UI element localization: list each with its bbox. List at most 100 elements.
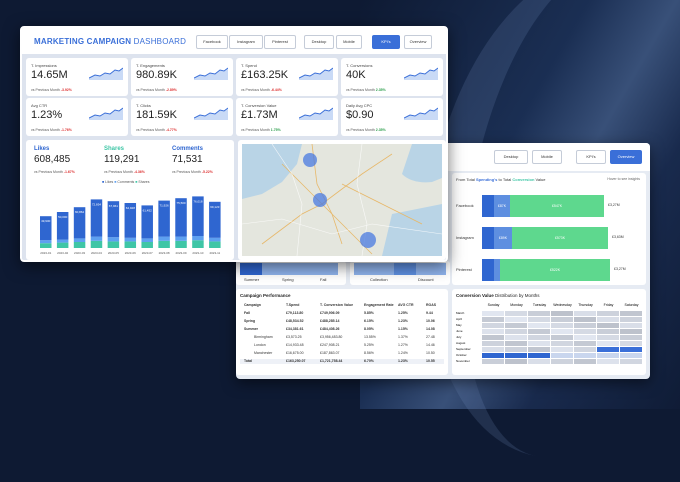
bar-likes[interactable] [192, 196, 204, 236]
heatmap-cell[interactable] [620, 329, 642, 334]
instagram-filter-button[interactable]: Instagram [229, 35, 263, 49]
bar-shares[interactable] [124, 241, 137, 248]
bar-comments[interactable] [209, 237, 221, 242]
heatmap-cell[interactable] [505, 311, 527, 316]
mobile-filter-button[interactable]: Mobile [336, 35, 362, 49]
table-row[interactable]: Fall £79,113.80 £749,906.09 5.85% 1.25% 9.44 [240, 311, 444, 316]
bar-comments[interactable] [40, 240, 52, 244]
heatmap-cell[interactable] [482, 311, 504, 316]
heatmap-cell[interactable] [597, 311, 619, 316]
heatmap-cell[interactable] [597, 329, 619, 334]
bar-comments[interactable] [192, 236, 204, 241]
heatmap-cell[interactable] [528, 359, 550, 364]
heatmap-cell[interactable] [528, 317, 550, 322]
heatmap-cell[interactable] [551, 347, 573, 352]
map-bubble-birmingham[interactable] [313, 193, 327, 207]
heatmap-cell[interactable] [505, 359, 527, 364]
table-row[interactable]: Spring £48,534.52 £488,285.14 6.15% 1.23% 10.… [240, 319, 444, 324]
bar-comments[interactable] [73, 238, 86, 242]
bar-shares[interactable] [73, 242, 86, 248]
bar-comments[interactable] [56, 239, 69, 243]
heatmap-cell[interactable] [528, 335, 550, 340]
back-kpis-button[interactable]: KPI's [576, 150, 606, 164]
back-overview-button[interactable]: Overview [610, 150, 642, 164]
back-desktop-button[interactable]: Desktop [494, 150, 528, 164]
heatmap-cell[interactable] [574, 359, 596, 364]
heatmap-cell[interactable] [505, 335, 527, 340]
heatmap-cell[interactable] [620, 323, 642, 328]
heatmap-cell[interactable] [551, 353, 573, 358]
heatmap-cell[interactable] [528, 353, 550, 358]
heatmap-cell[interactable] [597, 347, 619, 352]
table-row[interactable]: Summer £34,381.61 £484,408.26 8.05% 1.15% 14.… [240, 327, 444, 332]
heatmap-cell[interactable] [505, 317, 527, 322]
heatmap-cell[interactable] [574, 323, 596, 328]
bar-likes[interactable] [209, 201, 221, 238]
heatmap-cell[interactable] [597, 323, 619, 328]
bar-likes[interactable] [141, 205, 153, 239]
heatmap-cell[interactable] [574, 317, 596, 322]
back-mobile-button[interactable]: Mobile [532, 150, 562, 164]
kpis-button[interactable]: KPI's [372, 35, 400, 49]
heatmap-cell[interactable] [505, 347, 527, 352]
table-row[interactable]: Total £163,250.07 £1,721,758.44 6.70% 1.23% 1… [240, 359, 444, 364]
heatmap-cell[interactable] [574, 329, 596, 334]
heatmap-cell[interactable] [620, 311, 642, 316]
bar-likes[interactable] [107, 201, 120, 238]
heatmap-cell[interactable] [482, 323, 504, 328]
heatmap-cell[interactable] [528, 329, 550, 334]
heatmap-cell[interactable] [528, 341, 550, 346]
bar-shares[interactable] [158, 240, 170, 248]
table-row[interactable]: London £14,933.48 £247,908.21 5.25% 1.27% 14.… [240, 343, 444, 348]
desktop-filter-button[interactable]: Desktop [304, 35, 334, 49]
heatmap-cell[interactable] [597, 341, 619, 346]
heatmap-cell[interactable] [551, 311, 573, 316]
heatmap-cell[interactable] [482, 353, 504, 358]
heatmap-cell[interactable] [620, 353, 642, 358]
bar-likes[interactable] [40, 216, 52, 241]
heatmap-cell[interactable] [528, 311, 550, 316]
spend-row[interactable]: Pinterest £522K £3,27M [452, 259, 646, 281]
heatmap-cell[interactable] [528, 347, 550, 352]
heatmap-cell[interactable] [574, 353, 596, 358]
bar-likes[interactable] [90, 199, 103, 237]
heatmap-cell[interactable] [551, 329, 573, 334]
heatmap-cell[interactable] [597, 335, 619, 340]
heatmap-cell[interactable] [620, 347, 642, 352]
facebook-filter-button[interactable]: Facebook [196, 35, 228, 49]
heatmap-cell[interactable] [597, 359, 619, 364]
heatmap-cell[interactable] [482, 317, 504, 322]
table-row[interactable]: Campaign T.Spend T. Conversion Value Engage… [240, 303, 444, 308]
heatmap-cell[interactable] [505, 329, 527, 334]
heatmap-cell[interactable] [551, 323, 573, 328]
heatmap-cell[interactable] [482, 335, 504, 340]
bar-likes[interactable] [175, 198, 187, 237]
heatmap-cell[interactable] [597, 353, 619, 358]
bar-shares[interactable] [56, 242, 69, 248]
heatmap-cell[interactable] [574, 335, 596, 340]
heatmap-cell[interactable] [551, 317, 573, 322]
heatmap-cell[interactable] [597, 317, 619, 322]
table-row[interactable]: Birmingham £3,573.25 £3,956,483.80 13.55% 1.… [240, 335, 444, 340]
heatmap-cell[interactable] [620, 317, 642, 322]
bar-shares[interactable] [107, 241, 120, 248]
spend-row[interactable]: Instagram £89K £573K £3,63M [452, 227, 646, 249]
heatmap-cell[interactable] [574, 347, 596, 352]
bar-shares[interactable] [192, 240, 204, 248]
bar-likes[interactable] [124, 203, 137, 238]
bar-comments[interactable] [141, 238, 153, 242]
heatmap-cell[interactable] [551, 335, 573, 340]
bar-shares[interactable] [40, 243, 52, 248]
overview-button[interactable]: Overview [404, 35, 432, 49]
heatmap-cell[interactable] [551, 341, 573, 346]
bar-likes[interactable] [56, 212, 69, 240]
uk-map[interactable] [242, 144, 442, 256]
bar-shares[interactable] [175, 240, 187, 248]
heatmap-cell[interactable] [551, 359, 573, 364]
table-row[interactable]: Manchester £16,675.00 £187,863.07 8.56% 1.24… [240, 351, 444, 356]
bar-comments[interactable] [90, 236, 103, 241]
bar-shares[interactable] [209, 241, 221, 248]
heatmap-cell[interactable] [482, 359, 504, 364]
heatmap-cell[interactable] [505, 323, 527, 328]
heatmap-cell[interactable] [482, 347, 504, 352]
